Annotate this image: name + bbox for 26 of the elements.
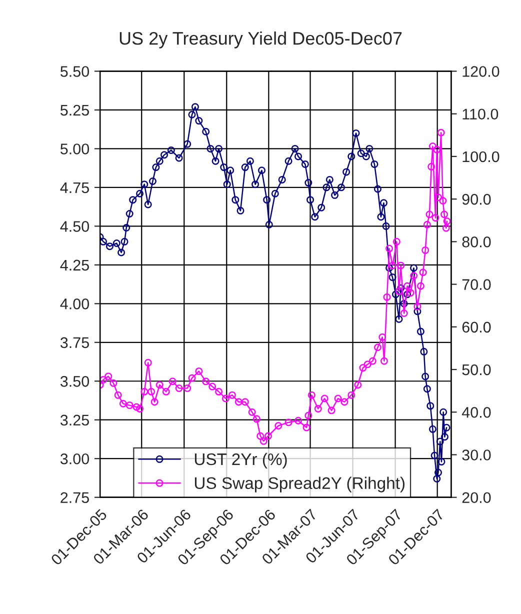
y2-tick-label: 80.0 [462,236,491,248]
y-tick-label: 4.50 [60,221,90,232]
y2-tick-label: 30.0 [462,450,491,460]
legend-label: UST 2Yr (%) [194,452,287,468]
y-tick-label: 3.25 [60,414,89,426]
y2-tick-label: 20.0 [462,492,491,504]
y2-tick-label: 40.0 [462,406,491,418]
y-tick-label: 4.25 [60,260,89,271]
y2-tick-label: 100.0 [462,151,500,162]
y-tick-label: 3.00 [60,453,90,464]
y-tick-label: 3.75 [60,337,89,348]
y-tick-label: 5.25 [60,104,89,116]
y2-tick-label: 90.0 [462,194,491,205]
y2-tick-label: 50.0 [462,364,491,376]
chart-title: US 2y Treasury Yield Dec05-Dec07 [120,31,402,48]
y-tick-label: 2.75 [60,492,89,504]
y2-tick-label: 120.0 [462,66,500,77]
y2-tick-label: 70.0 [462,279,491,290]
y-tick-label: 5.00 [60,144,90,154]
y-tick-label: 5.50 [60,66,90,77]
y-tick-label: 4.00 [60,298,90,310]
y2-tick-label: 60.0 [462,322,491,333]
y2-tick-label: 110.0 [462,108,498,120]
legend-label: US Swap Spread2Y (Rihght) [194,476,404,492]
y-tick-label: 3.50 [60,376,90,387]
y-tick-label: 4.75 [60,182,89,194]
